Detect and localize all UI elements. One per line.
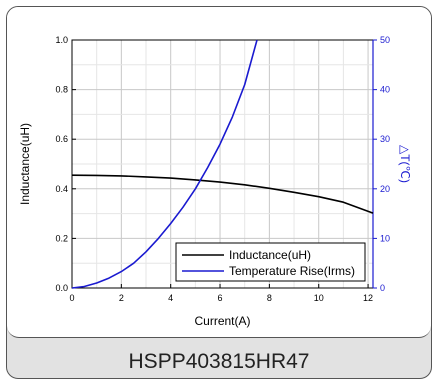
legend-box: [175, 242, 366, 282]
inductance-series-line: [71, 174, 374, 214]
y-tick-label: 0.6: [55, 134, 68, 144]
y-axis-label: Inductance(uH): [18, 123, 32, 205]
y2-tick-label: 30: [380, 134, 390, 144]
series-layer: [71, 39, 374, 289]
axis-ticks: 0 2 4 6 8 10 12 0.0 0.2 0.4 0.6 0.8 1.0 0 10 20 30 40 50: [55, 35, 390, 303]
legend-label-temperature: Temperature Rise(Irms): [229, 264, 355, 278]
y2-axis-label: △T(℃): [398, 145, 412, 183]
y2-tick-label: 0: [380, 283, 385, 293]
x-tick-label: 0: [69, 293, 74, 303]
y-tick-label: 0.2: [55, 233, 68, 243]
x-tick-label: 2: [119, 293, 124, 303]
chart-card: 0 2 4 6 8 10 12 0.0 0.2 0.4 0.6 0.8 1.0 0 10 20 30 40 50 C…: [6, 6, 432, 379]
y-tick-label: 0.0: [55, 283, 68, 293]
x-tick-label: 4: [168, 293, 173, 303]
chart-svg: 0 2 4 6 8 10 12 0.0 0.2 0.4 0.6 0.8 1.0 0 10 20 30 40 50 C…: [18, 35, 412, 328]
x-tick-label: 6: [218, 293, 223, 303]
y-tick-label: 0.8: [55, 85, 68, 95]
x-tick-label: 8: [267, 293, 272, 303]
temperature-series-line: [71, 39, 258, 289]
y2-tick-label: 50: [380, 35, 390, 45]
y2-tick-label: 10: [380, 233, 390, 243]
y-tick-label: 1.0: [55, 35, 68, 45]
x-axis-label: Current(A): [194, 314, 250, 328]
part-number-caption: HSPP403815HR47: [128, 350, 310, 373]
y2-tick-label: 20: [380, 184, 390, 194]
legend: Inductance(uH) Temperature Rise(Irms): [175, 242, 366, 282]
legend-label-inductance: Inductance(uH): [229, 248, 311, 262]
y2-tick-label: 40: [380, 85, 390, 95]
x-tick-label: 10: [314, 293, 324, 303]
y-tick-label: 0.4: [55, 184, 68, 194]
x-tick-label: 12: [363, 293, 373, 303]
plot-area: 0 2 4 6 8 10 12 0.0 0.2 0.4 0.6 0.8 1.0 0 10 20 30 40 50 C…: [7, 7, 431, 338]
